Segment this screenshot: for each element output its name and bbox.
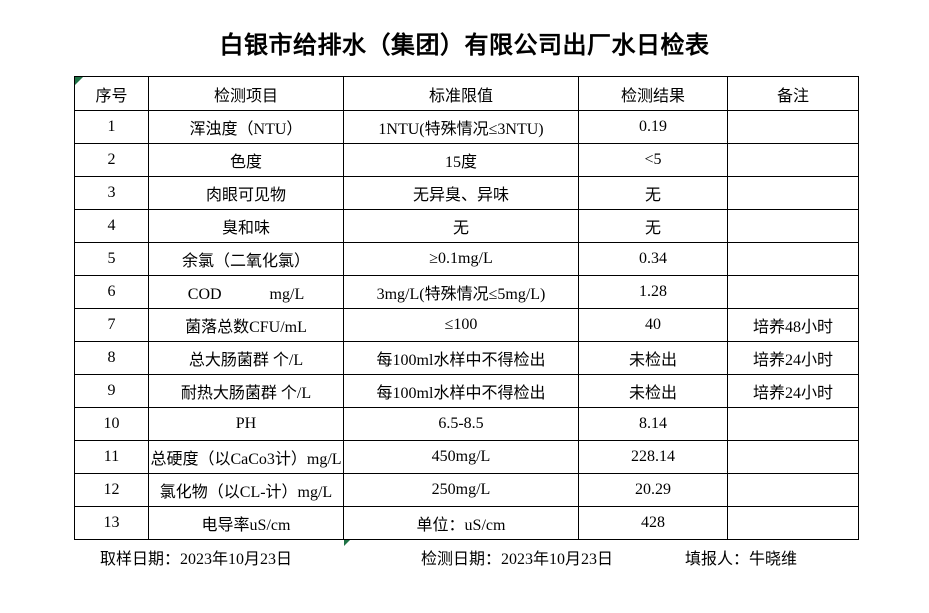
row-number-cell: 2 [74, 143, 149, 177]
result-cell: 未检出 [578, 341, 728, 375]
note-cell [727, 110, 859, 144]
result-cell: 20.29 [578, 473, 728, 507]
header-cell-item: 检测项目 [148, 76, 344, 111]
standard-cell: 6.5-8.5 [343, 407, 579, 441]
standard-cell: 250mg/L [343, 473, 579, 507]
table-row: 7 菌落总数CFU/mL ≤100 40 培养48小时 [74, 308, 859, 342]
note-cell: 培养48小时 [727, 308, 859, 342]
item-cell: 总硬度（以CaCo3计）mg/L [148, 440, 344, 474]
result-cell: 8.14 [578, 407, 728, 441]
row-number-cell: 9 [74, 374, 149, 408]
result-cell: 未检出 [578, 374, 728, 408]
item-cell: 臭和味 [148, 209, 344, 243]
item-cell: 菌落总数CFU/mL [148, 308, 344, 342]
note-cell [727, 440, 859, 474]
item-cell: 总大肠菌群 个/L [148, 341, 344, 375]
excel-error-indicator-icon [344, 540, 350, 546]
table-row: 8 总大肠菌群 个/L 每100ml水样中不得检出 未检出 培养24小时 [74, 341, 859, 375]
standard-cell: 无异臭、异味 [343, 176, 579, 210]
note-cell [727, 176, 859, 210]
row-number-cell: 7 [74, 308, 149, 342]
result-cell: 无 [578, 209, 728, 243]
row-number-cell: 4 [74, 209, 149, 243]
item-cell: 余氯（二氧化氯） [148, 242, 344, 276]
inspection-table: 序号 检测项目 标准限值 检测结果 备注 1 浑浊度（NTU） 1NTU(特殊情… [74, 76, 859, 540]
result-cell: 40 [578, 308, 728, 342]
item-cell: 肉眼可见物 [148, 176, 344, 210]
standard-cell: ≥0.1mg/L [343, 242, 579, 276]
table-row: 3 肉眼可见物 无异臭、异味 无 [74, 176, 859, 210]
standard-cell: ≤100 [343, 308, 579, 342]
note-cell: 培养24小时 [727, 374, 859, 408]
table-row: 2 色度 15度 <5 [74, 143, 859, 177]
result-cell: 1.28 [578, 275, 728, 309]
result-cell: 无 [578, 176, 728, 210]
note-cell [727, 143, 859, 177]
item-cell: 色度 [148, 143, 344, 177]
table-row: 12 氯化物（以CL-计）mg/L 250mg/L 20.29 [74, 473, 859, 507]
standard-cell: 1NTU(特殊情况≤3NTU) [343, 110, 579, 144]
result-cell: 428 [578, 506, 728, 540]
item-cell: 耐热大肠菌群 个/L [148, 374, 344, 408]
row-number-cell: 8 [74, 341, 149, 375]
standard-cell: 15度 [343, 143, 579, 177]
table-row: 13 电导率uS/cm 单位：uS/cm 428 [74, 506, 859, 540]
row-number-cell: 13 [74, 506, 149, 540]
item-cell: COD mg/L [148, 275, 344, 309]
table-header-row: 序号 检测项目 标准限值 检测结果 备注 [74, 76, 859, 111]
table-row: 10 PH 6.5-8.5 8.14 [74, 407, 859, 441]
row-number-cell: 5 [74, 242, 149, 276]
standard-cell: 每100ml水样中不得检出 [343, 374, 579, 408]
table-row: 1 浑浊度（NTU） 1NTU(特殊情况≤3NTU) 0.19 [74, 110, 859, 144]
note-cell [727, 242, 859, 276]
item-cell: 氯化物（以CL-计）mg/L [148, 473, 344, 507]
test-date-label: 检测日期：2023年10月23日 [421, 551, 614, 568]
item-cell: 浑浊度（NTU） [148, 110, 344, 144]
page-title: 白银市给排水（集团）有限公司出厂水日检表 [219, 33, 710, 59]
table-row: 5 余氯（二氧化氯） ≥0.1mg/L 0.34 [74, 242, 859, 276]
header-cell-note: 备注 [727, 76, 859, 111]
header-cell-result: 检测结果 [578, 76, 728, 111]
note-cell [727, 506, 859, 540]
reporter-label: 填报人：牛晓维 [685, 551, 798, 568]
standard-cell: 单位：uS/cm [343, 506, 579, 540]
table-row: 9 耐热大肠菌群 个/L 每100ml水样中不得检出 未检出 培养24小时 [74, 374, 859, 408]
item-cell: 电导率uS/cm [148, 506, 344, 540]
header-cell-standard: 标准限值 [343, 76, 579, 111]
result-cell: 0.34 [578, 242, 728, 276]
sampling-date-label: 取样日期：2023年10月23日 [100, 551, 293, 568]
note-cell [727, 209, 859, 243]
note-cell [727, 407, 859, 441]
note-cell [727, 275, 859, 309]
table-row: 11 总硬度（以CaCo3计）mg/L 450mg/L 228.14 [74, 440, 859, 474]
result-cell: 228.14 [578, 440, 728, 474]
row-number-cell: 1 [74, 110, 149, 144]
row-number-cell: 3 [74, 176, 149, 210]
standard-cell: 无 [343, 209, 579, 243]
table-row: 6 COD mg/L 3mg/L(特殊情况≤5mg/L) 1.28 [74, 275, 859, 309]
result-cell: 0.19 [578, 110, 728, 144]
table-row: 4 臭和味 无 无 [74, 209, 859, 243]
standard-cell: 450mg/L [343, 440, 579, 474]
result-cell: <5 [578, 143, 728, 177]
row-number-cell: 11 [74, 440, 149, 474]
row-number-cell: 12 [74, 473, 149, 507]
row-number-cell: 10 [74, 407, 149, 441]
note-cell [727, 473, 859, 507]
row-number-cell: 6 [74, 275, 149, 309]
standard-cell: 3mg/L(特殊情况≤5mg/L) [343, 275, 579, 309]
note-cell: 培养24小时 [727, 341, 859, 375]
item-cell: PH [148, 407, 344, 441]
header-cell-no: 序号 [74, 76, 149, 111]
standard-cell: 每100ml水样中不得检出 [343, 341, 579, 375]
